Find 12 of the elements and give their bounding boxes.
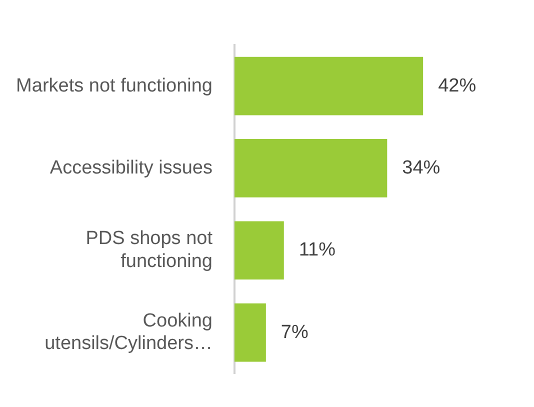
y-tick-label: PDS shops not functioning	[86, 228, 214, 272]
data-label: 7%	[280, 322, 308, 343]
data-label: 11%	[298, 240, 336, 261]
y-tick-label: Cooking utensils/Cylinders…	[44, 310, 212, 354]
data-label: 34%	[402, 157, 440, 178]
bar	[234, 221, 284, 280]
y-tick-label: Markets not functioning	[16, 75, 212, 96]
bar	[234, 303, 266, 362]
bar	[234, 139, 388, 198]
y-tick-label: Accessibility issues	[50, 157, 212, 178]
data-label: 42%	[438, 75, 476, 96]
bar	[234, 56, 424, 116]
